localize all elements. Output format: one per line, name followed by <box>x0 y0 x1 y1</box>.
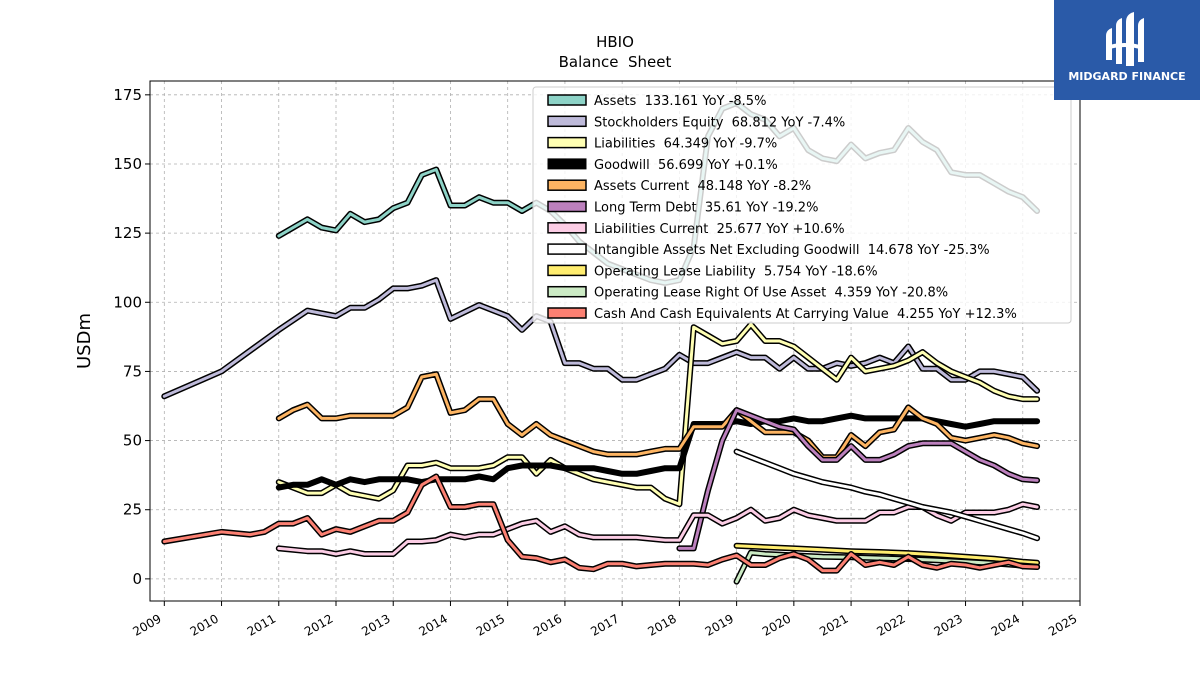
x-tick-label: 2014 <box>417 611 450 638</box>
midgard-finance-logo: MIDGARD FINANCE <box>1054 0 1200 100</box>
y-tick-label: 0 <box>132 570 142 588</box>
x-tick-label: 2019 <box>703 611 736 638</box>
chart-title: HBIO <box>596 33 634 51</box>
legend-swatch-liabilities <box>547 136 587 149</box>
legend-label-liabilities-current: Liabilities Current 25.677 YoY +10.6% <box>594 222 845 237</box>
x-tick-label: 2025 <box>1046 611 1079 638</box>
legend-swatch-liabilities-current <box>547 222 587 234</box>
legend-label-cash-and-cash-equivalents-at-carrying-value: Cash And Cash Equivalents At Carrying Va… <box>594 307 1017 322</box>
legend-label-operating-lease-right-of-use-asset: Operating Lease Right Of Use Asset 4.359… <box>594 286 948 301</box>
x-tick-label: 2012 <box>302 611 335 638</box>
legend-label-goodwill: Goodwill 56.699 YoY +0.1% <box>594 158 778 173</box>
x-tick-label: 2018 <box>645 611 678 638</box>
y-tick-label: 75 <box>123 362 142 380</box>
legend-swatch-assets <box>547 94 587 106</box>
legend-label-assets: Assets 133.161 YoY -8.5% <box>594 94 766 109</box>
plot-frame <box>149 80 1081 602</box>
series-line-cash-and-cash-equivalents-at-carrying-value <box>162 475 1039 573</box>
legend-label-liabilities: Liabilities 64.349 YoY -9.7% <box>594 137 777 152</box>
legend-swatch-operating-lease-liability <box>547 264 587 277</box>
chart-subtitle: Balance Sheet <box>559 53 672 71</box>
legend-label-assets-current: Assets Current 48.148 YoY -8.2% <box>594 179 811 194</box>
legend-swatch-operating-lease-right-of-use-asset <box>547 285 587 298</box>
x-tick-label: 2016 <box>531 611 564 638</box>
y-tick-label: 125 <box>113 224 142 242</box>
x-tick-label: 2013 <box>359 611 392 638</box>
logo-mark-icon <box>1106 12 1144 66</box>
series-outline-long-term-debt <box>676 407 1041 552</box>
y-tick-label: 50 <box>123 432 142 450</box>
series-line-intangible-assets-net-excluding-goodwill <box>735 450 1039 540</box>
y-tick-label: 175 <box>113 86 142 104</box>
series-line-long-term-debt <box>677 408 1039 550</box>
legend: Assets 133.161 YoY -8.5% Stockholders Equ… <box>532 86 1072 324</box>
y-tick-label: 25 <box>123 501 142 519</box>
x-tick-label: 2011 <box>245 611 278 638</box>
legend-box <box>532 86 1072 324</box>
x-tick-label: 2015 <box>474 611 507 638</box>
legend-swatch-goodwill <box>547 158 587 170</box>
x-tick-label: 2009 <box>130 611 163 638</box>
legend-swatch-intangible-assets-net-excluding-goodwill <box>547 243 587 255</box>
series-line-assets-current <box>277 372 1039 459</box>
logo-text: MIDGARD FINANCE <box>1068 70 1186 83</box>
x-tick-label: 2024 <box>989 611 1022 638</box>
x-tick-label: 2010 <box>188 611 221 638</box>
x-tick-label: 2021 <box>817 611 850 638</box>
x-tick-label: 2020 <box>760 611 793 638</box>
x-tick-label: 2023 <box>932 611 965 638</box>
legend-swatch-long-term-debt <box>547 200 587 213</box>
series-line-operating-lease-liability <box>735 544 1039 565</box>
legend-label-operating-lease-liability: Operating Lease Liability 5.754 YoY -18.… <box>594 264 878 279</box>
legend-swatch-stockholders-equity <box>547 115 587 128</box>
legend-label-stockholders-equity: Stockholders Equity 68.812 YoY -7.4% <box>594 115 845 130</box>
x-tick-label: 2017 <box>588 611 621 638</box>
legend-swatch-assets-current <box>547 179 587 191</box>
legend-label-long-term-debt: Long Term Debt 35.61 YoY -19.2% <box>594 201 818 216</box>
series-line-liabilities-current <box>277 502 1039 556</box>
series-outline-liabilities-current <box>275 501 1041 557</box>
legend-label-intangible-assets-net-excluding-goodwill: Intangible Assets Net Excluding Goodwill… <box>594 243 990 258</box>
y-axis-label: USDm <box>74 313 95 369</box>
series-line-liabilities <box>277 322 1039 506</box>
legend-swatch-cash-and-cash-equivalents-at-carrying-value <box>547 307 587 319</box>
x-tick-label: 2022 <box>874 611 907 638</box>
series-line-goodwill <box>275 412 1041 491</box>
y-tick-label: 150 <box>113 155 142 173</box>
y-tick-label: 100 <box>113 293 142 311</box>
